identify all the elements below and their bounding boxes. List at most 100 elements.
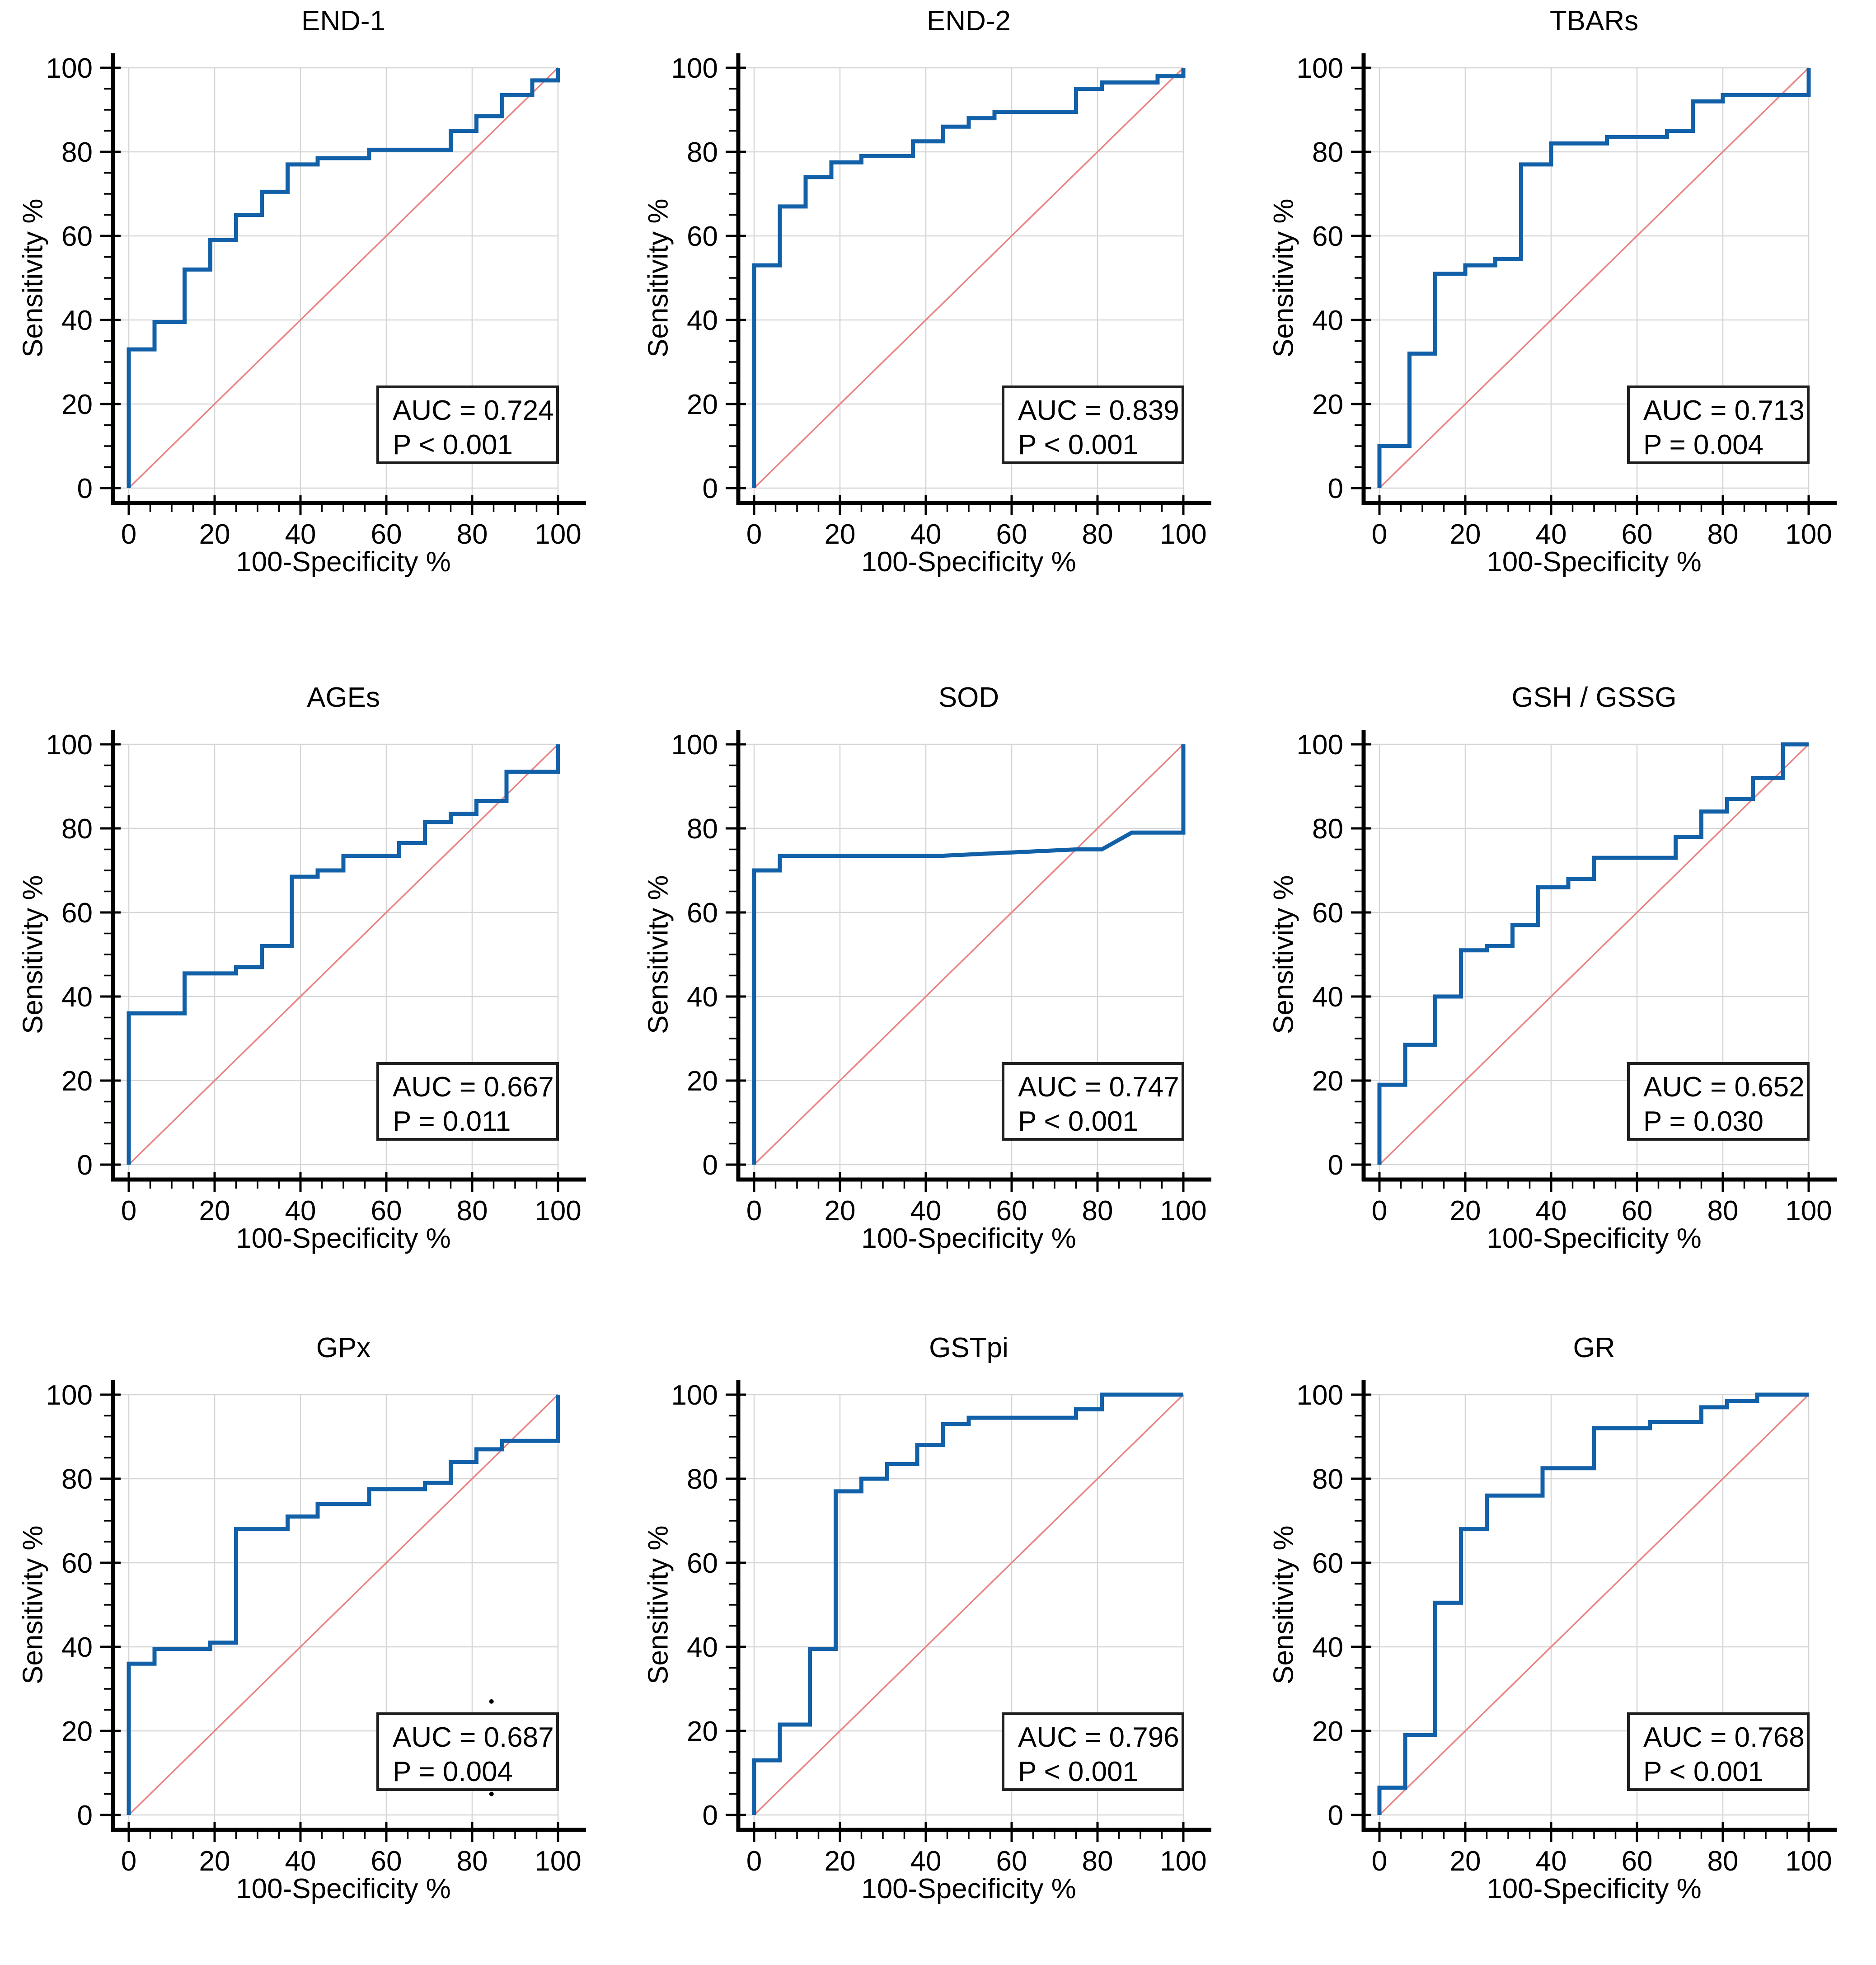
x-tick-label: 60	[996, 1195, 1027, 1227]
axes	[736, 730, 1211, 1182]
tick-marks	[1351, 1393, 1810, 1842]
y-tick-label: 80	[1312, 1464, 1343, 1495]
x-tick-label: 80	[457, 519, 488, 550]
axes	[1361, 53, 1837, 505]
y-tick-label: 80	[61, 137, 93, 168]
y-tick-label: 100	[671, 729, 718, 761]
x-tick-label: 20	[1450, 1846, 1481, 1877]
auc-annotation-box: AUC = 0.796 P < 0.001	[1002, 1712, 1184, 1791]
roc-panel-gr: GR Sensitivity % 0 0 20 20 40 40 60 60 80 80 100 10…	[1251, 1276, 1876, 1914]
y-tick-label: 80	[687, 813, 718, 845]
roc-plot: 00 20 20 40 40 60 60 80 80 100 100	[1297, 729, 1837, 1227]
p-value: P < 0.001	[1018, 429, 1139, 461]
reference-diagonal-line	[753, 1394, 1184, 1816]
tick-labels: 00 20 20 40 40 60 60 80 80 100 100	[671, 53, 1207, 550]
roc-plot: 00 20 20 40 40 60 60 80 80 100 100	[1297, 53, 1837, 550]
auc-annotation-box: AUC = 0.652 P = 0.030	[1627, 1062, 1810, 1141]
roc-panel-tbars: TBARs Sensitivity % 0 0 20 20 40 40 60 60 80 80 10…	[1251, 0, 1876, 638]
tick-marks	[100, 1393, 559, 1842]
tick-marks	[100, 66, 559, 515]
tick-marks	[1351, 743, 1810, 1192]
x-tick-label: 40	[1536, 519, 1567, 550]
y-tick-label: 40	[61, 305, 93, 336]
x-tick-label: 100	[1160, 519, 1206, 550]
chart-title: GPx	[316, 1332, 371, 1363]
p-value: P < 0.001	[1018, 1756, 1139, 1787]
auc-annotation-box: AUC = 0.724 P < 0.001	[376, 385, 559, 464]
roc-curve	[1377, 1392, 1809, 1815]
p-value: P = 0.011	[393, 1106, 511, 1137]
x-tick-label: 80	[1082, 1195, 1113, 1227]
auc-value: AUC = 0.724	[393, 395, 554, 426]
x-axis-title: 100-Specificity %	[236, 1223, 451, 1254]
x-tick-label: 60	[371, 1846, 402, 1877]
x-tick-label: 100	[1785, 519, 1832, 550]
roc-panel-ages: AGEs Sensitivity % 0 0 20 20 40 40 60 60 80 80 100…	[0, 638, 625, 1276]
auc-value: AUC = 0.839	[1018, 395, 1179, 426]
x-tick-label: 20	[825, 519, 856, 550]
roc-panel-end-2: END-2 Sensitivity % 0 0 20 20 40 40 60 60 80 80 10…	[625, 0, 1251, 638]
x-tick-label: 20	[825, 1846, 856, 1877]
roc-figure-grid: END-1 Sensitivity % 0 0 20 20 40 40 60 60 80 80 10…	[0, 0, 1876, 1914]
x-tick-label: 0	[121, 1195, 136, 1227]
tick-labels: 00 20 20 40 40 60 60 80 80 100 100	[671, 1380, 1207, 1877]
x-tick-label: 40	[910, 519, 942, 550]
y-tick-label: 40	[1312, 1632, 1343, 1663]
roc-plot: 00 20 20 40 40 60 60 80 80 100 100	[46, 53, 586, 550]
axes	[736, 53, 1211, 505]
auc-value: AUC = 0.747	[1018, 1072, 1179, 1103]
y-tick-label: 40	[1312, 982, 1343, 1013]
auc-value: AUC = 0.652	[1643, 1072, 1805, 1103]
y-tick-label: 40	[687, 305, 718, 336]
y-tick-label: 20	[687, 1066, 718, 1097]
y-tick-label: 0	[77, 1800, 93, 1831]
tick-labels: 00 20 20 40 40 60 60 80 80 100 100	[1297, 53, 1832, 550]
x-tick-label: 40	[285, 1195, 316, 1227]
x-tick-label: 100	[1785, 1846, 1832, 1877]
y-tick-label: 20	[1312, 1066, 1343, 1097]
p-value: P < 0.001	[393, 429, 513, 461]
roc-panel-gpx: GPx Sensitivity % 0 0 20 20 40 40 60 60 80 80 100 1…	[0, 1276, 625, 1914]
roc-panel-sod: SOD Sensitivity % 0 0 20 20 40 40 60 60 80 80 100 1…	[625, 638, 1251, 1276]
x-tick-label: 20	[1450, 519, 1481, 550]
y-tick-label: 0	[1328, 473, 1343, 504]
y-tick-label: 40	[61, 1632, 93, 1663]
stray-dot	[489, 1791, 494, 1796]
tick-labels: 00 20 20 40 40 60 60 80 80 100 100	[46, 729, 582, 1227]
auc-annotation-box: AUC = 0.839 P < 0.001	[1002, 385, 1184, 464]
x-tick-label: 100	[1785, 1195, 1832, 1227]
x-tick-label: 60	[371, 519, 402, 550]
x-tick-label: 100	[1160, 1195, 1206, 1227]
tick-marks	[100, 743, 559, 1192]
roc-curve	[127, 744, 560, 1165]
roc-curve	[1377, 68, 1811, 488]
chart-title: GSH / GSSG	[1511, 682, 1677, 713]
x-tick-label: 20	[199, 519, 230, 550]
reference-diagonal-line	[753, 743, 1184, 1166]
x-tick-label: 60	[996, 1846, 1027, 1877]
roc-plot: 00 20 20 40 40 60 60 80 80 100 100	[46, 1380, 586, 1877]
tick-labels: 00 20 20 40 40 60 60 80 80 100 100	[46, 1380, 582, 1877]
y-tick-label: 0	[1328, 1800, 1343, 1831]
y-tick-label: 80	[687, 137, 718, 168]
x-tick-label: 60	[996, 519, 1027, 550]
x-tick-label: 20	[199, 1846, 230, 1877]
roc-curve	[752, 68, 1186, 488]
y-tick-label: 100	[1297, 729, 1343, 761]
chart-title: GR	[1573, 1332, 1615, 1363]
y-tick-label: 80	[61, 813, 93, 845]
x-tick-label: 80	[1707, 1846, 1739, 1877]
y-tick-label: 100	[1297, 53, 1343, 84]
axes	[111, 730, 586, 1182]
y-tick-label: 20	[1312, 1716, 1343, 1747]
x-tick-label: 60	[371, 1195, 402, 1227]
tick-labels: 00 20 20 40 40 60 60 80 80 100 100	[46, 53, 582, 550]
tick-labels: 00 20 20 40 40 60 60 80 80 100 100	[671, 729, 1207, 1227]
x-axis-title: 100-Specificity %	[1487, 546, 1702, 578]
y-tick-label: 0	[77, 473, 93, 504]
y-tick-label: 60	[687, 1548, 718, 1579]
y-tick-label: 40	[1312, 305, 1343, 336]
roc-curve	[752, 1392, 1183, 1815]
p-value: P = 0.004	[393, 1756, 513, 1787]
y-tick-label: 20	[61, 1716, 93, 1747]
